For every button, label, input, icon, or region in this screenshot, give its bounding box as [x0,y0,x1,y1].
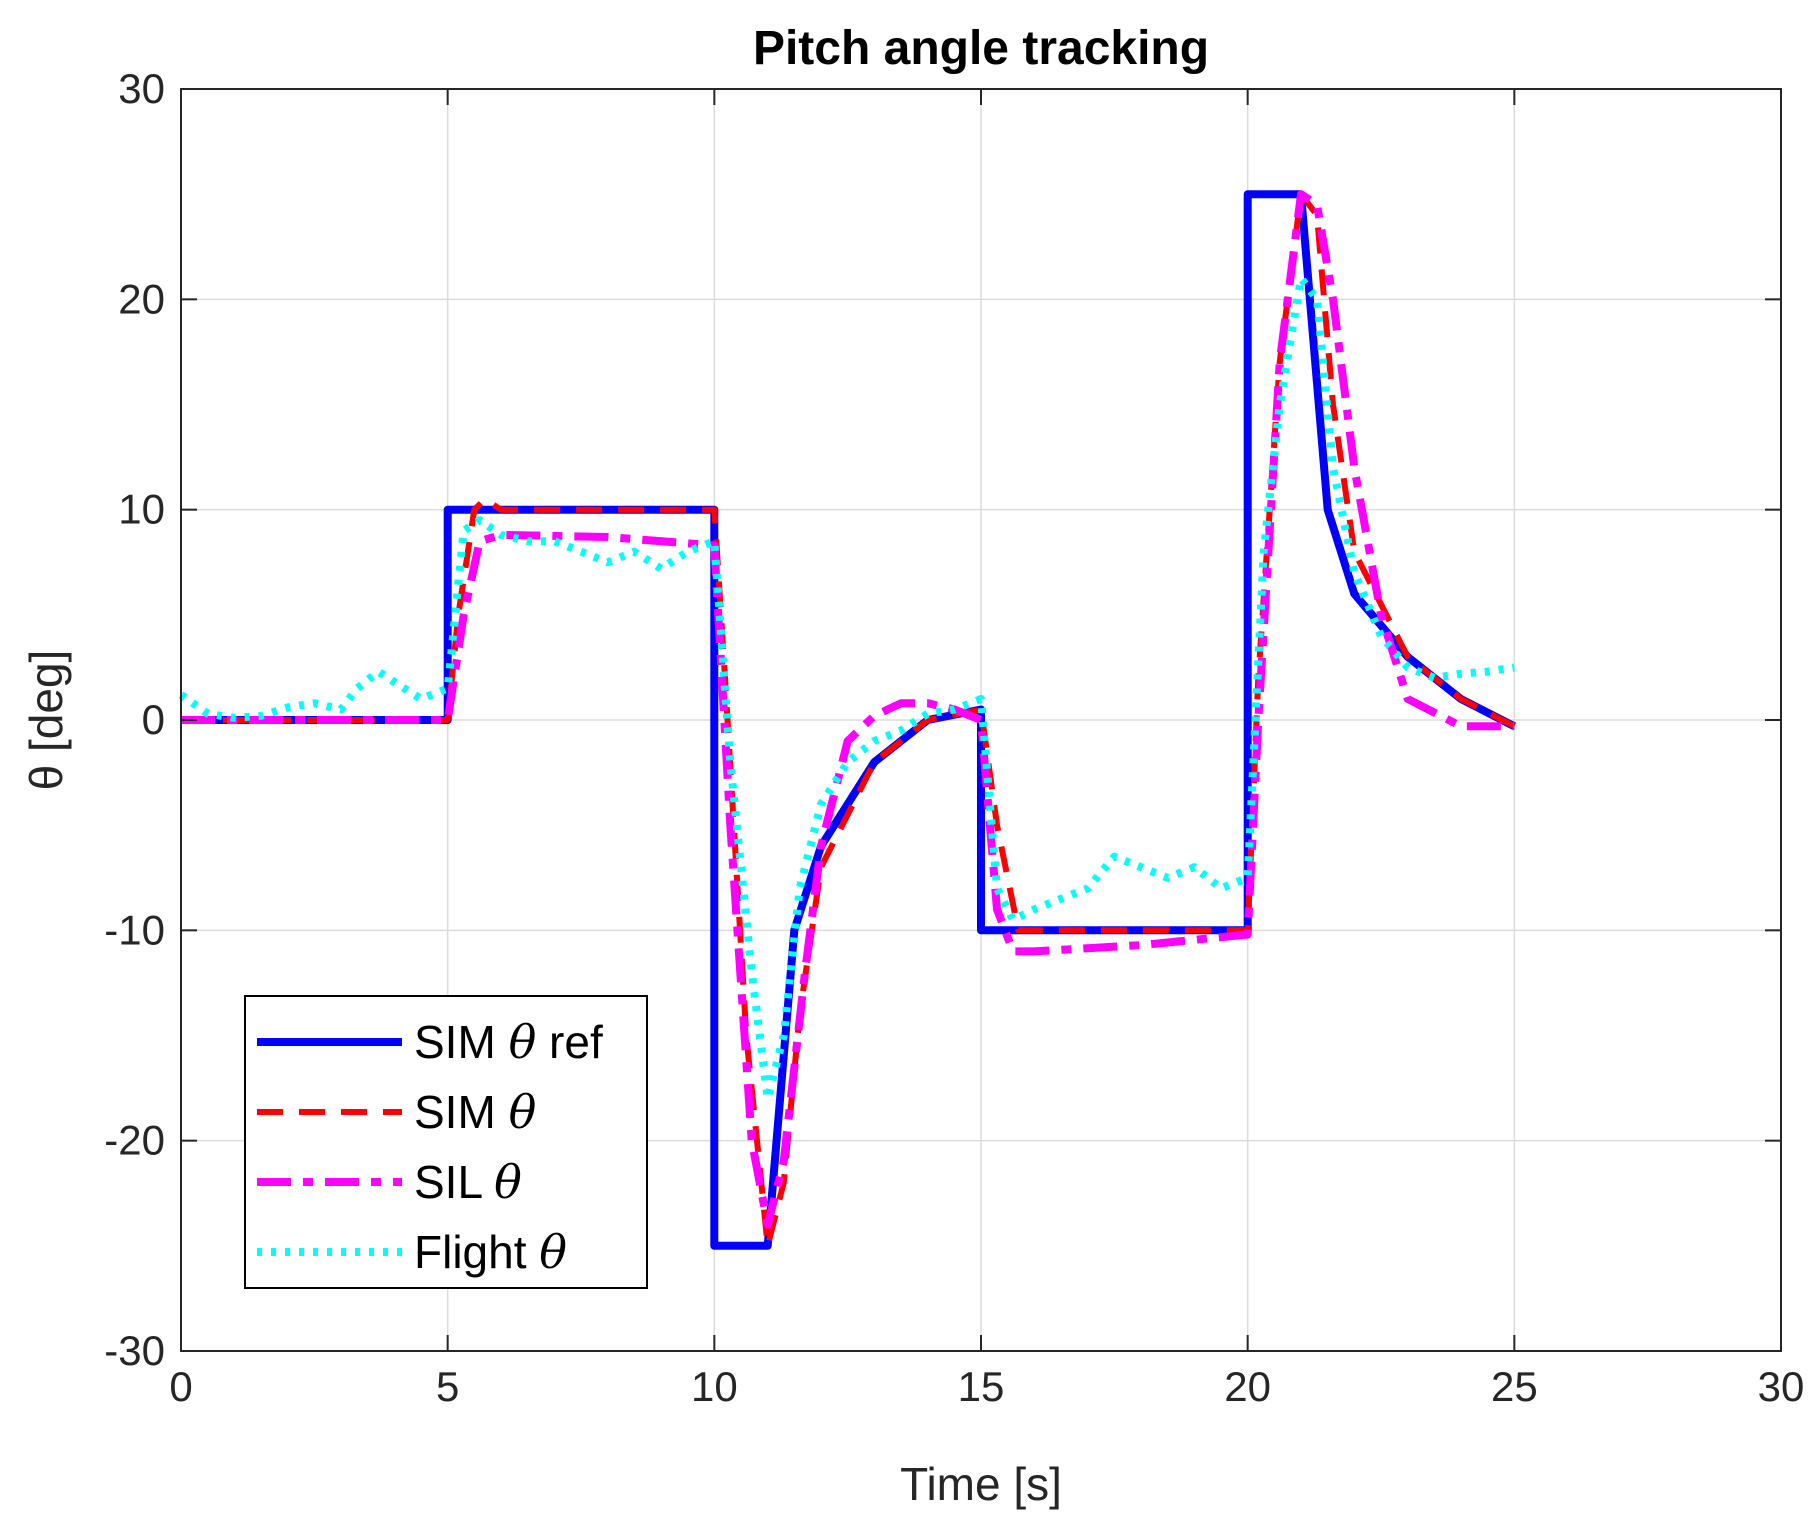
x-tick-label: 10 [691,1363,738,1410]
y-tick-label: -10 [104,906,165,953]
x-tick-label: 5 [436,1363,459,1410]
series-line-2 [181,191,1516,1249]
y-tick-label: 20 [118,275,165,322]
legend-label-2: SIM θ [414,1085,536,1139]
x-axis-title: Time [s] [900,1458,1062,1510]
legend-label-4: Flight θ [414,1225,567,1279]
y-axis-title: θ [deg] [20,650,72,791]
legend-label-3: SIL θ [414,1155,522,1209]
y-tick-label: -20 [104,1117,165,1164]
y-ticks: -30 -20 -10 0 10 20 30 [104,65,1781,1374]
x-ticks: 0 5 10 15 20 25 30 [169,89,1804,1410]
series-layer [178,190,1517,1250]
x-tick-label: 30 [1758,1363,1805,1410]
x-tick-label: 25 [1491,1363,1538,1410]
y-tick-label: -30 [104,1327,165,1374]
y-tick-label: 10 [118,486,165,533]
y-tick-label: 0 [142,696,165,743]
series-line-4 [178,274,1515,1103]
legend: SIM θ ref SIM θ SIL θ Flight θ [244,995,648,1289]
series-line-3 [181,190,1515,1229]
x-tick-label: 0 [169,1363,192,1410]
chart-title: Pitch angle tracking [753,22,1209,75]
x-tick-label: 20 [1224,1363,1271,1410]
y-tick-label: 30 [118,65,165,112]
x-tick-label: 15 [958,1363,1005,1410]
legend-label-1: SIM θ ref [414,1015,603,1069]
